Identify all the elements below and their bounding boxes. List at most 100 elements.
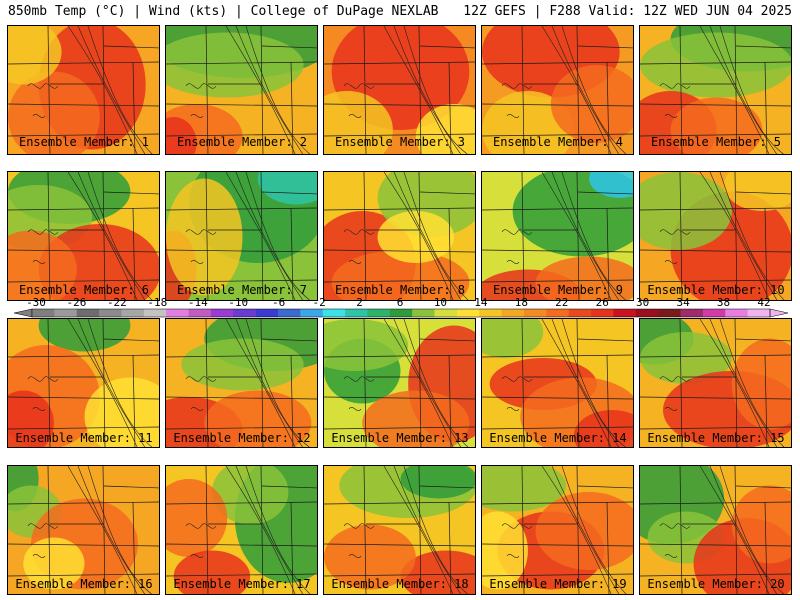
temperature-field	[324, 172, 475, 300]
temperature-field	[8, 26, 159, 154]
colorbar-tick-label: 22	[555, 296, 568, 309]
state-boundaries	[8, 172, 159, 300]
temperature-region	[166, 32, 304, 98]
state-boundaries	[324, 172, 475, 300]
colorbar-swatch	[233, 309, 256, 317]
ensemble-member-label: Ensemble Member: 5	[650, 135, 782, 149]
temperature-region	[8, 230, 77, 300]
colorbar-swatch	[658, 309, 681, 317]
ensemble-member-label: Ensemble Member: 13	[331, 431, 469, 445]
colorbar-swatch	[76, 309, 100, 317]
colorbar-swatch	[680, 309, 704, 317]
colorbar-swatch	[367, 309, 391, 317]
height-contours	[343, 172, 469, 300]
temperature-field	[8, 172, 159, 300]
ensemble-member-label: Ensemble Member: 2	[176, 135, 308, 149]
ensemble-member-label: Ensemble Member: 4	[492, 135, 624, 149]
colorbar-swatch	[591, 309, 614, 317]
ensemble-member-map-7	[165, 171, 318, 301]
colorbar-swatch	[210, 309, 234, 317]
height-contours	[185, 466, 311, 594]
model-valid-time: 12Z GEFS | F288 Valid: 12Z WED JUN 04 20…	[463, 4, 792, 19]
temperature-field	[640, 26, 791, 154]
colorbar-swatch	[322, 309, 346, 317]
state-boundaries	[166, 172, 317, 300]
ensemble-member-label: Ensemble Member: 3	[334, 135, 466, 149]
colorbar-tick-label: 34	[676, 296, 690, 309]
colorbar-swatch	[702, 309, 726, 317]
height-contours	[27, 26, 153, 154]
height-contours	[185, 172, 311, 300]
colorbar-swatch	[121, 309, 145, 317]
colorbar-swatch	[278, 309, 301, 317]
state-boundaries	[8, 319, 159, 447]
colorbar-swatch	[568, 309, 592, 317]
state-boundaries	[640, 26, 791, 154]
colorbar-tick-label: 14	[474, 296, 488, 309]
colorbar-max-arrow	[769, 308, 789, 318]
colorbar-swatch	[434, 309, 458, 317]
height-contours	[343, 466, 469, 594]
state-boundaries	[482, 319, 633, 447]
colorbar-swatch	[32, 309, 55, 317]
colorbar-swatch	[300, 309, 324, 317]
state-boundaries	[482, 26, 633, 154]
ensemble-member-map-17	[165, 465, 318, 595]
temperature-field	[166, 172, 317, 300]
temperature-region	[173, 550, 251, 594]
ensemble-member-label: Ensemble Member: 20	[647, 577, 785, 591]
temperature-region	[482, 91, 574, 154]
ensemble-member-map-13	[323, 318, 476, 448]
height-contours	[185, 26, 311, 154]
height-contours	[659, 26, 784, 154]
colorbar-frame	[31, 308, 771, 318]
ensemble-member-label: Ensemble Member: 1	[18, 135, 150, 149]
ensemble-member-label: Ensemble Member: 15	[647, 431, 785, 445]
temperature-field	[166, 466, 317, 594]
height-contours	[659, 172, 785, 300]
temperature-region	[362, 390, 470, 447]
ensemble-member-map-2	[165, 25, 318, 155]
colorbar-tick-label: 38	[717, 296, 730, 309]
temperature-region	[535, 492, 633, 570]
temperature-region	[640, 332, 732, 384]
ensemble-member-map-9	[481, 171, 634, 301]
temperature-field	[166, 26, 317, 154]
ensemble-member-map-16	[7, 465, 160, 595]
temperature-region	[257, 172, 317, 205]
colorbar-tick-label: 10	[434, 296, 447, 309]
ensemble-member-map-15	[639, 318, 792, 448]
state-boundaries	[324, 319, 475, 447]
colorbar-swatch	[501, 309, 525, 317]
ensemble-member-map-14	[481, 318, 634, 448]
temperature-colorbar: -30 -26 -22 -18 -14 -10 -6 -2 2 6 10 14 18 22 26 30 34 38…	[13, 296, 789, 318]
temperature-region	[324, 319, 409, 371]
colorbar-tick-label: 30	[636, 296, 649, 309]
height-contours	[659, 319, 785, 447]
ensemble-member-label: Ensemble Member: 17	[173, 577, 311, 591]
ensemble-member-map-8	[323, 171, 476, 301]
colorbar-tick-label: -2	[312, 296, 325, 309]
temperature-field	[482, 466, 633, 594]
height-contours	[27, 172, 153, 300]
state-boundaries	[482, 466, 633, 594]
temperature-field	[640, 319, 791, 447]
colorbar-tick-label: -26	[67, 296, 87, 309]
temperature-region	[640, 32, 791, 98]
height-contours	[501, 172, 627, 300]
colorbar-min-arrow	[13, 308, 33, 318]
ensemble-member-label: Ensemble Member: 16	[15, 577, 153, 591]
height-contours	[343, 319, 469, 447]
ensemble-member-map-20	[639, 465, 792, 595]
temperature-field	[640, 172, 791, 300]
ensemble-member-label: Ensemble Member: 14	[489, 431, 627, 445]
colorbar-swatch	[54, 309, 78, 317]
temperature-field	[482, 26, 633, 154]
state-boundaries	[482, 172, 633, 300]
ensemble-member-label: Ensemble Member: 6	[18, 283, 150, 297]
state-boundaries	[640, 319, 791, 447]
temperature-region	[482, 511, 528, 590]
temperature-region	[482, 466, 567, 512]
colorbar-swatch	[456, 309, 480, 317]
temperature-region	[84, 377, 159, 447]
